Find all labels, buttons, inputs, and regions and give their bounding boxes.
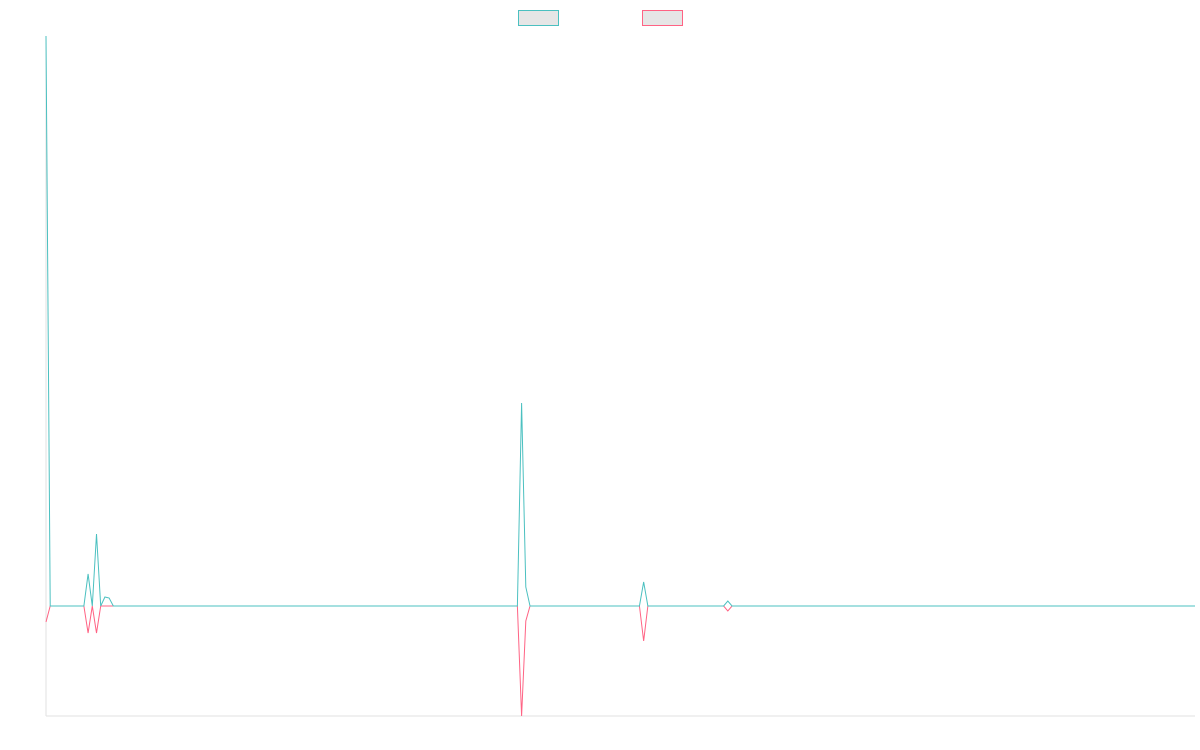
legend-swatch [642,10,683,26]
legend-swatch [518,10,559,26]
legend [518,10,683,26]
series-line [45,605,1195,717]
series-line [45,35,1195,607]
